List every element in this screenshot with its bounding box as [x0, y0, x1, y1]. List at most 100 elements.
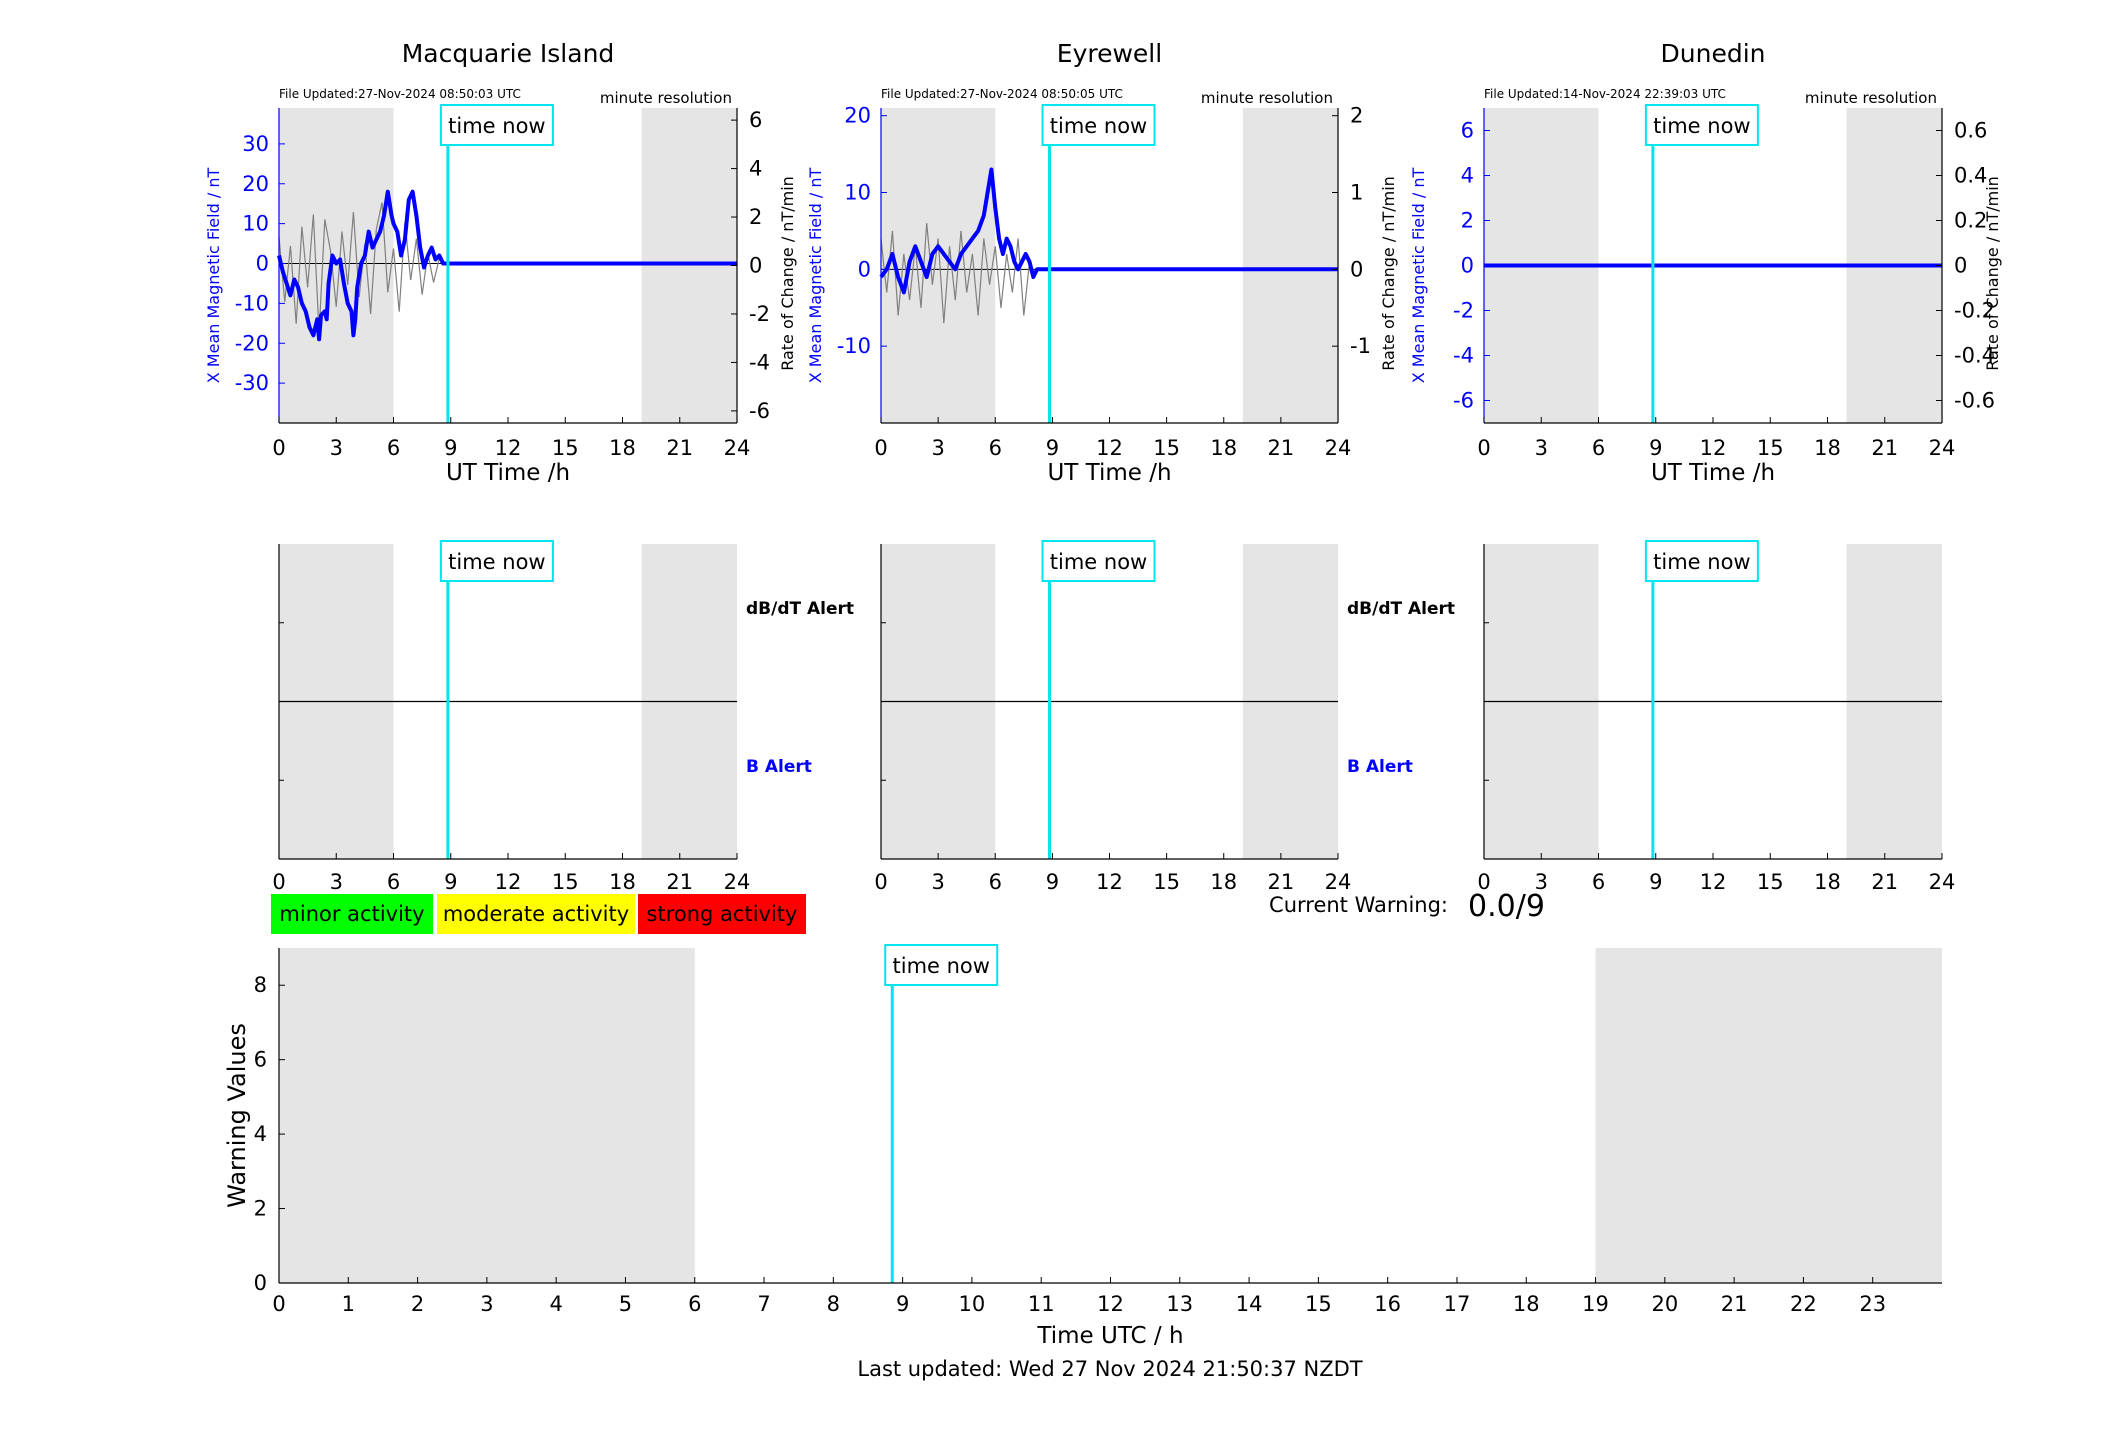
- rate-segment: [948, 246, 956, 301]
- b-alert-label: B Alert: [1347, 757, 1413, 777]
- y-right-tick-label: 6: [749, 108, 762, 132]
- rate-segment: [335, 231, 343, 307]
- y-left-tick-label: 10: [242, 212, 269, 236]
- time-now-label: time now: [1050, 114, 1147, 138]
- time-now-label: time now: [448, 550, 545, 574]
- x-tick-label: 9: [1046, 870, 1059, 894]
- rate-segment: [301, 226, 309, 288]
- rate-segment: [880, 238, 888, 293]
- y-left-tick-label: 4: [1461, 164, 1474, 188]
- y-right-tick-label: -0.4: [1954, 344, 1995, 368]
- x-tick-label: 6: [989, 436, 1002, 460]
- rate-segment: [926, 223, 934, 285]
- rate-segment: [908, 246, 916, 301]
- x-tick-label: 24: [724, 870, 751, 894]
- y-right-tick-label: 1: [1350, 181, 1363, 205]
- legend-label: minor activity: [279, 902, 424, 926]
- x-tick-label: 15: [552, 436, 579, 460]
- rate-segment: [347, 212, 355, 285]
- rate-segment: [324, 219, 332, 252]
- x-tick-label: 12: [1700, 870, 1727, 894]
- y-right-axis-title: Rate of Change / nT/min: [1379, 176, 1398, 371]
- y-left-tick-label: 10: [844, 181, 871, 205]
- y-axis-label: Warning Values: [223, 1023, 251, 1208]
- x-axis-label: UT Time /h: [446, 460, 570, 486]
- time-now-label-box: [1644, 540, 1759, 582]
- rate-segment: [312, 214, 320, 334]
- current-warning-label: Current Warning:: [1269, 893, 1448, 917]
- y-left-tick-label: -10: [235, 291, 269, 315]
- y-right-tick-label: 0: [1350, 257, 1363, 281]
- rate-segment: [983, 238, 991, 285]
- x-tick-label: 18: [1814, 436, 1841, 460]
- file-updated-text: File Updated:27-Nov-2024 08:50:05 UTC: [881, 87, 1123, 101]
- time-now-label-box: [1041, 104, 1156, 146]
- y-right-tick-label: -0.2: [1954, 299, 1995, 323]
- x-tick-label: 13: [1166, 1292, 1193, 1316]
- x-tick-label: 18: [609, 870, 636, 894]
- file-updated-text: File Updated:27-Nov-2024 08:50:03 UTC: [279, 87, 521, 101]
- x-tick-label: 9: [444, 436, 457, 460]
- x-tick-label: 15: [552, 870, 579, 894]
- file-updated-text: File Updated:14-Nov-2024 22:39:03 UTC: [1484, 87, 1726, 101]
- y-right-tick-label: 0: [749, 254, 762, 278]
- time-now-label: time now: [1050, 550, 1147, 574]
- y-tick-label: 6: [254, 1048, 267, 1072]
- rate-segment: [994, 246, 1002, 308]
- x-tick-label: 19: [1582, 1292, 1609, 1316]
- x-tick-label: 21: [1721, 1292, 1748, 1316]
- x-tick-label: 18: [1814, 870, 1841, 894]
- legend-minor: [271, 894, 433, 934]
- y-right-tick-label: -1: [1350, 334, 1371, 358]
- night-shading: [881, 108, 996, 423]
- x-tick-label: 6: [387, 870, 400, 894]
- time-now-label-box: [884, 944, 999, 986]
- x-tick-label: 6: [989, 870, 1002, 894]
- x-tick-label: 6: [1592, 870, 1605, 894]
- y-left-axis-title: X Mean Magnetic Field / nT: [1409, 168, 1428, 384]
- dbdt-alert-label: dB/dT Alert: [1347, 599, 1455, 619]
- rate-segment: [1023, 261, 1031, 316]
- time-now-label: time now: [1653, 114, 1750, 138]
- x-tick-label: 0: [1477, 436, 1490, 460]
- y-left-tick-label: 6: [1461, 119, 1474, 143]
- rate-segment: [341, 231, 349, 285]
- night-shading: [279, 108, 394, 423]
- x-tick-label: 4: [549, 1292, 562, 1316]
- x-tick-label: 12: [495, 870, 522, 894]
- x-tick-label: 3: [931, 870, 944, 894]
- x-tick-label: 3: [330, 870, 343, 894]
- x-tick-label: 9: [896, 1292, 909, 1316]
- x-tick-label: 14: [1236, 1292, 1263, 1316]
- x-tick-label: 12: [1096, 436, 1123, 460]
- resolution-text: minute resolution: [1805, 89, 1937, 107]
- x-tick-label: 3: [1535, 870, 1548, 894]
- y-left-tick-label: -30: [235, 371, 269, 395]
- x-axis-label: Time UTC / h: [1036, 1323, 1183, 1349]
- rate-segment: [966, 253, 973, 293]
- rate-segment: [432, 258, 440, 283]
- resolution-text: minute resolution: [1201, 89, 1333, 107]
- x-axis-label: UT Time /h: [1047, 460, 1171, 486]
- x-tick-label: 24: [724, 436, 751, 460]
- x-tick-label: 0: [874, 870, 887, 894]
- y-left-tick-label: 0: [858, 257, 871, 281]
- x-tick-label: 21: [666, 436, 693, 460]
- y-right-axis-title: Rate of Change / nT/min: [778, 176, 797, 371]
- y-right-tick-label: 0: [1954, 254, 1967, 278]
- x-tick-label: 1: [342, 1292, 355, 1316]
- x-tick-label: 12: [495, 436, 522, 460]
- b-alert-label: B Alert: [746, 757, 812, 777]
- x-tick-label: 20: [1651, 1292, 1678, 1316]
- time-now-label-box: [439, 540, 554, 582]
- y-left-tick-label: 0: [1461, 254, 1474, 278]
- x-tick-label: 15: [1153, 870, 1180, 894]
- rate-segment: [977, 238, 985, 316]
- x-tick-label: 3: [1535, 436, 1548, 460]
- x-tick-label: 15: [1757, 436, 1784, 460]
- y-right-tick-label: -0.6: [1954, 389, 1995, 413]
- legend-label: moderate activity: [443, 902, 629, 926]
- x-tick-label: 16: [1374, 1292, 1401, 1316]
- station-title: Dunedin: [1661, 39, 1766, 68]
